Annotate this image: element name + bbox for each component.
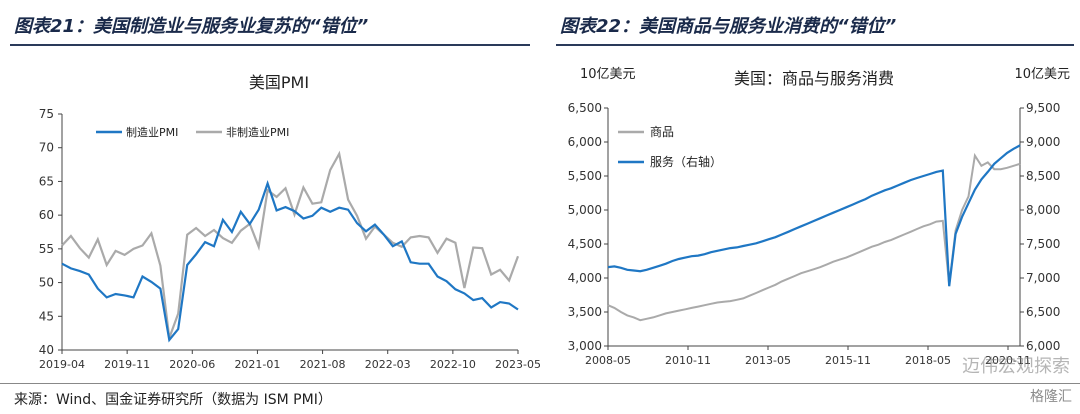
y-left-tick-label: 3,000 xyxy=(568,339,602,353)
series-line xyxy=(61,180,519,343)
series-line-goods xyxy=(607,152,1021,322)
y-tick-label: 50 xyxy=(39,276,54,290)
x-tick-label: 2022-10 xyxy=(430,358,476,371)
y-left-tick-label: 6,500 xyxy=(568,101,602,115)
y-tick-label: 55 xyxy=(39,242,54,256)
y-left-tick-label: 5,000 xyxy=(568,203,602,217)
y-tick-label: 60 xyxy=(39,208,54,222)
y-right-tick-label: 7,000 xyxy=(1026,271,1060,285)
y-left-tick-label: 6,000 xyxy=(568,135,602,149)
y-tick-label: 75 xyxy=(39,107,54,121)
y-tick-label: 45 xyxy=(39,309,54,323)
right-title-rule xyxy=(556,44,1074,46)
y-left-tick-label: 4,500 xyxy=(568,237,602,251)
y-right-tick-label: 9,500 xyxy=(1026,101,1060,115)
x-tick-label: 2008-05 xyxy=(585,354,631,367)
chart-title: 美国PMI xyxy=(249,73,309,92)
x-tick-label: 2019-04 xyxy=(39,358,85,371)
x-tick-label: 2015-11 xyxy=(825,354,871,367)
x-tick-label: 2013-05 xyxy=(745,354,791,367)
pmi-chart: 美国PMI 40 45 50 55 60 65 70 75 2019-04 2019-11 2020-… xyxy=(39,73,540,371)
legend-label: 制造业PMI xyxy=(126,125,178,139)
y-right-tick-label: 7,500 xyxy=(1026,237,1060,251)
legend-label: 服务（右轴） xyxy=(650,154,722,169)
x-tick-label: 2021-01 xyxy=(234,358,280,371)
right-panel-title: 图表22：美国商品与服务业消费的“错位” xyxy=(560,16,897,37)
x-tick-label: 2010-11 xyxy=(665,354,711,367)
watermark-text: 迈伟宏观探索 xyxy=(962,356,1070,377)
x-tick-label: 2020-11 xyxy=(985,354,1031,367)
left-title-rule xyxy=(10,44,530,46)
legend-label: 非制造业PMI xyxy=(226,125,289,139)
legend-label: 商品 xyxy=(650,124,674,139)
y-tick-label: 65 xyxy=(39,174,54,188)
chart-title: 美国：商品与服务消费 xyxy=(734,69,894,88)
x-tick-label: 2023-05 xyxy=(495,358,540,371)
logo-text: 格隆汇 xyxy=(1030,389,1072,405)
x-tick-label: 2019-11 xyxy=(104,358,150,371)
series-line xyxy=(61,150,520,339)
y-left-tick-label: 4,000 xyxy=(568,271,602,285)
x-tick-label: 2021-08 xyxy=(300,358,346,371)
y-right-tick-label: 8,500 xyxy=(1026,169,1060,183)
y-right-unit: 10亿美元 xyxy=(1014,67,1070,82)
y-right-tick-label: 8,000 xyxy=(1026,203,1060,217)
x-tick-label: 2022-03 xyxy=(365,358,411,371)
source-note: 来源：Wind、国金证券研究所（数据为 ISM PMI） xyxy=(14,392,332,408)
y-left-tick-label: 3,500 xyxy=(568,305,602,319)
y-right-tick-label: 6,500 xyxy=(1026,305,1060,319)
consumption-chart: 美国：商品与服务消费 10亿美元 10亿美元 3,000 3,500 4,000 4,500… xyxy=(568,67,1070,367)
y-right-tick-label: 9,000 xyxy=(1026,135,1060,149)
y-left-unit: 10亿美元 xyxy=(580,67,636,82)
bottom-rule xyxy=(0,383,1080,384)
series-line-services xyxy=(607,144,1021,287)
left-panel-title: 图表21：美国制造业与服务业复苏的“错位” xyxy=(14,16,369,37)
y-left-tick-label: 5,500 xyxy=(568,169,602,183)
y-tick-label: 40 xyxy=(39,343,54,357)
x-tick-label: 2018-05 xyxy=(905,354,951,367)
y-tick-label: 70 xyxy=(39,141,54,155)
y-right-tick-label: 6,000 xyxy=(1026,339,1060,353)
x-tick-label: 2020-06 xyxy=(169,358,215,371)
